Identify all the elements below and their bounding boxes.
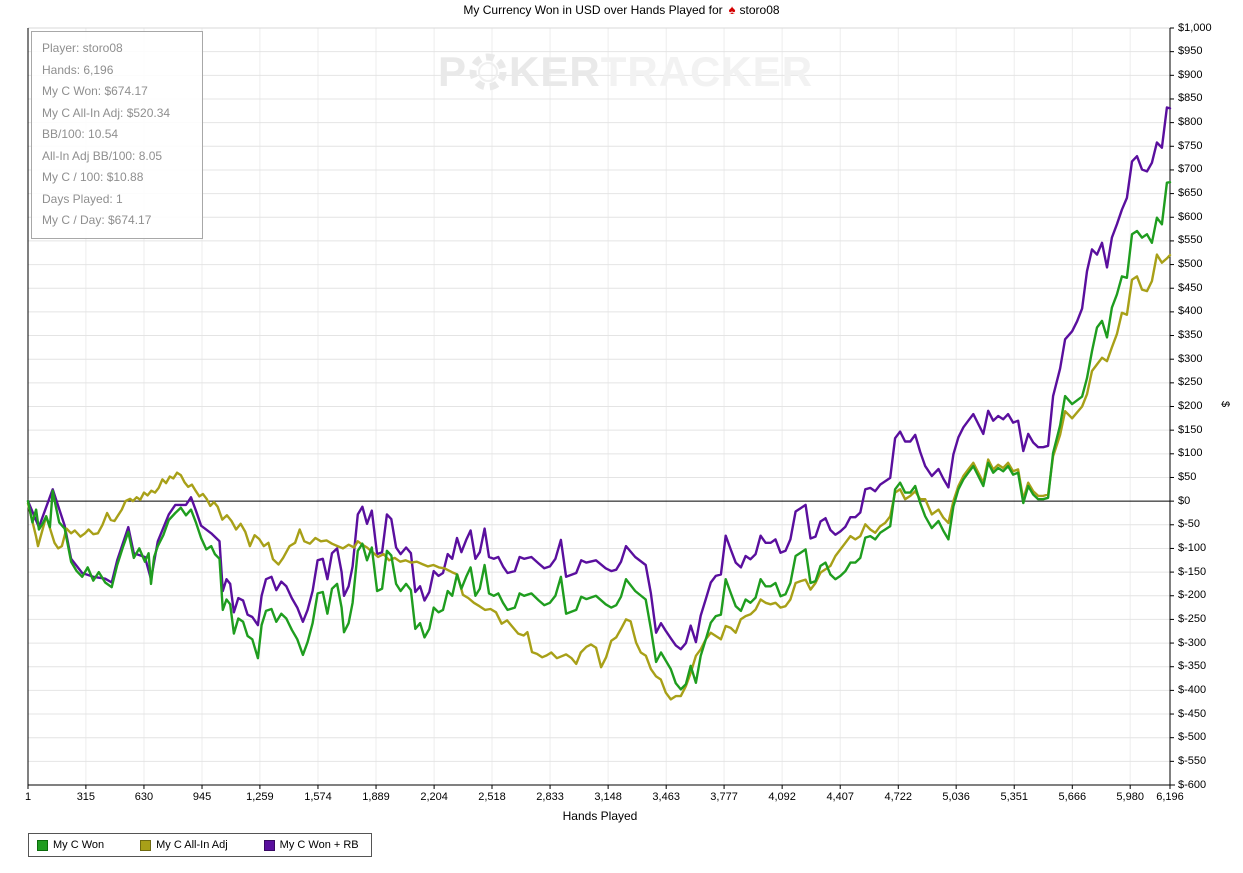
x-axis-label: 5,036: [942, 791, 970, 803]
series-line-my-c-won: [26, 180, 1172, 691]
legend-item-my-c-won-rb[interactable]: My C Won + RB: [263, 839, 359, 851]
y-axis-label: $250: [1178, 376, 1203, 389]
stats-row: My C Won: $674.17: [42, 84, 148, 98]
chart-title-text: My Currency Won in USD over Hands Played…: [463, 3, 723, 17]
y-axis-label: $900: [1178, 68, 1203, 81]
y-axis-label: $-150: [1178, 565, 1207, 578]
y-axis-label: $-450: [1178, 707, 1207, 720]
x-axis-label: 2,204: [420, 791, 448, 803]
y-axis-label: $-500: [1178, 731, 1207, 744]
player-name: storo08: [739, 3, 780, 17]
x-axis-label: 1,889: [362, 791, 390, 803]
x-axis-label: 5,351: [1000, 791, 1028, 803]
y-axis-label: $300: [1178, 352, 1203, 365]
poker-chip-icon: [469, 53, 507, 91]
x-axis-label: 3,463: [652, 791, 680, 803]
y-axis-label: $700: [1178, 163, 1203, 176]
stats-row: BB/100: 10.54: [42, 127, 119, 141]
watermark-tracker: TRACKER: [600, 48, 814, 95]
x-axis-label: 945: [192, 791, 212, 803]
y-axis-label: $100: [1178, 447, 1203, 460]
y-axis-label: $-250: [1178, 612, 1207, 625]
watermark-ker: KER: [509, 48, 601, 95]
x-axis-label: 630: [134, 791, 154, 803]
y-axis-label: $650: [1178, 187, 1203, 200]
legend-label: My C Won: [53, 839, 105, 851]
x-axis-label: 1: [24, 791, 32, 803]
x-axis-label: 6,196: [1156, 791, 1184, 803]
y-axis-label: $1,000: [1178, 21, 1212, 34]
x-axis-label: 1,259: [246, 791, 274, 803]
y-axis-label: $-200: [1178, 589, 1207, 602]
x-axis-title: Hands Played: [562, 809, 638, 823]
pokerstars-spade-icon: ♠: [728, 2, 736, 17]
stats-row: All-In Adj BB/100: 8.05: [42, 148, 163, 163]
y-axis-label: $350: [1178, 329, 1203, 342]
legend: My C Won My C All-In Adj My C Won + RB: [28, 833, 372, 857]
x-axis-label: 3,777: [710, 791, 738, 803]
legend-label: My C All-In Adj: [156, 839, 228, 851]
legend-swatch: [263, 839, 275, 851]
watermark-p: P: [438, 48, 468, 95]
x-axis-label: 1,574: [304, 791, 332, 803]
x-axis-label: 5,980: [1116, 791, 1144, 803]
stats-row: My C / Day: $674.17: [42, 213, 152, 227]
x-axis-label: 2,833: [536, 791, 564, 803]
y-axis-label: $-350: [1178, 660, 1207, 673]
y-axis-label: $750: [1178, 139, 1203, 152]
legend-swatch: [37, 839, 48, 851]
stats-row: My C / 100: $10.88: [42, 170, 144, 184]
x-axis-label: 5,666: [1058, 791, 1087, 803]
x-axis-label: 4,407: [826, 791, 854, 803]
legend-item-my-c-all-in-adj[interactable]: My C All-In Adj: [140, 839, 228, 851]
stats-row: Player: storo08: [42, 41, 123, 55]
y-axis-label: $500: [1178, 258, 1203, 271]
y-axis-label: $50: [1178, 470, 1197, 483]
legend-label: My C Won + RB: [279, 839, 359, 851]
pokertracker-watermark: P KER TRACKER: [438, 48, 813, 96]
y-axis-label: $600: [1178, 210, 1203, 223]
chart-title: My Currency Won in USD over Hands Played…: [0, 2, 1243, 17]
x-axis-label: 4,092: [768, 791, 796, 803]
y-axis-label: $400: [1178, 305, 1203, 318]
y-axis-label: $150: [1178, 423, 1203, 436]
x-axis-label: 4,722: [884, 791, 913, 803]
y-axis-label: $-400: [1178, 683, 1207, 696]
y-axis-unit-label: $: [1219, 400, 1232, 408]
stats-row: Days Played: 1: [42, 191, 123, 206]
stats-panel: Player: storo08 Hands: 6,196 My C Won: $67…: [31, 31, 203, 239]
y-axis-label: $-50: [1178, 518, 1201, 531]
y-axis-label: $950: [1178, 45, 1203, 58]
y-axis-label: $-100: [1178, 541, 1207, 554]
y-axis-label: $200: [1178, 400, 1203, 412]
y-axis-label: $-600: [1178, 778, 1207, 791]
x-axis-label: 2,518: [478, 791, 506, 803]
series-line-my-c-won-rb: [26, 106, 1172, 651]
y-axis-label: $-550: [1178, 754, 1207, 767]
y-axis-label: $850: [1178, 92, 1203, 105]
stats-row: Hands: 6,196: [42, 62, 114, 77]
legend-swatch: [140, 839, 152, 851]
legend-item-my-c-won[interactable]: My C Won: [37, 839, 104, 851]
y-axis-label: $800: [1178, 116, 1203, 129]
x-axis-label: 3,148: [594, 791, 622, 803]
series-line-my-c-all-in-adj: [26, 253, 1172, 701]
stats-row: My C All-In Adj: $520.34: [42, 105, 171, 120]
y-axis-label: $450: [1178, 281, 1203, 294]
y-axis-label: $-300: [1178, 636, 1207, 649]
x-axis-label: 315: [76, 791, 96, 803]
y-axis-label: $550: [1178, 234, 1203, 247]
y-axis-label: $0: [1178, 494, 1191, 507]
